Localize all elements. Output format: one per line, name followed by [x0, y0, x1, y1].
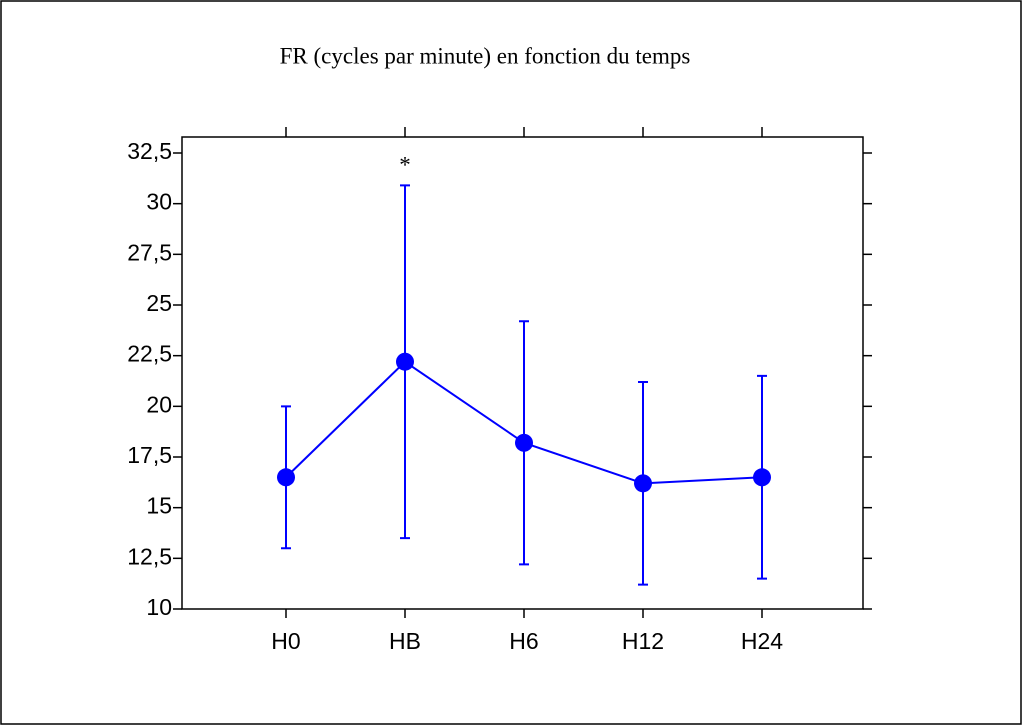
x-tick-label: H6	[509, 628, 538, 654]
y-tick-label: 22,5	[127, 341, 172, 367]
y-tick-label: 32,5	[127, 138, 172, 164]
y-tick-label: 12,5	[127, 543, 172, 569]
point	[634, 474, 652, 493]
x-tick-label: H0	[271, 628, 300, 654]
point	[753, 468, 771, 487]
y-tick-label: 10	[146, 594, 172, 620]
y-tick-label: 30	[146, 189, 172, 215]
y-tick-label: 15	[146, 493, 172, 519]
y-tick-label: 27,5	[127, 239, 172, 265]
y-tick-label: 17,5	[127, 442, 172, 468]
plot-box	[181, 136, 864, 610]
x-tick-label: H12	[622, 628, 664, 654]
x-tick-label: HB	[389, 628, 421, 654]
y-tick-label: 25	[146, 290, 172, 316]
point	[277, 468, 295, 487]
chart-title: FR (cycles par minute) en fonction du te…	[280, 43, 691, 68]
point	[396, 352, 414, 371]
point	[515, 433, 533, 452]
annotation: *	[399, 153, 411, 178]
x-tick-label: H24	[741, 628, 783, 654]
y-tick-label: 20	[146, 391, 172, 417]
